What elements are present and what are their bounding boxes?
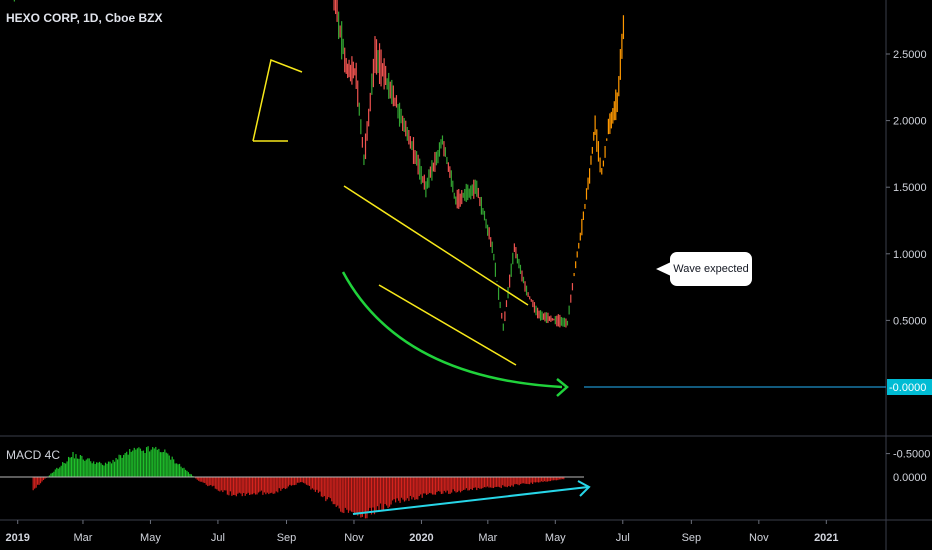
x-tick-label: Nov	[344, 532, 364, 544]
x-tick-label: Jul	[211, 532, 225, 544]
x-tick-label: Sep	[682, 532, 702, 544]
x-tick-label: Nov	[749, 532, 769, 544]
channel-upper-line	[343, 185, 529, 306]
bottoming-arc	[341, 271, 563, 389]
y-tick-label: 2.5000	[893, 49, 927, 61]
price-badge	[887, 379, 932, 395]
macd-indicator-label[interactable]: MACD 4C	[6, 448, 61, 462]
y-tick-label: 0.5000	[893, 315, 927, 327]
macd-y-tick-label: 0.0000	[893, 472, 927, 484]
channel-lower-line	[378, 284, 517, 366]
y-tick-label: -0.5000	[893, 449, 930, 461]
arc-arrowhead	[556, 378, 569, 397]
y-tick-label: 1.5000	[893, 182, 927, 194]
flag-top-line	[252, 58, 303, 142]
divergence-arrowhead	[577, 480, 591, 497]
y-tick-label: 1.0000	[893, 249, 927, 261]
divergence-line	[352, 486, 589, 515]
x-tick-label: 2019	[5, 532, 29, 544]
x-tick-label: Jul	[616, 532, 630, 544]
x-tick-label: May	[545, 532, 566, 544]
wave-expected-callout: Wave expected	[656, 252, 752, 286]
callout-text: Wave expected	[673, 263, 749, 275]
x-tick-label: 2021	[814, 532, 838, 544]
x-tick-label: 2020	[409, 532, 433, 544]
chart-title: HEXO CORP, 1D, Cboe BZX	[6, 11, 163, 25]
x-tick-label: Mar	[73, 532, 92, 544]
x-tick-label: Sep	[277, 532, 297, 544]
y-tick-label: 2.0000	[893, 116, 927, 128]
x-tick-label: May	[140, 532, 161, 544]
price-badge-label: -0.0000	[889, 382, 926, 394]
x-tick-label: Mar	[478, 532, 497, 544]
